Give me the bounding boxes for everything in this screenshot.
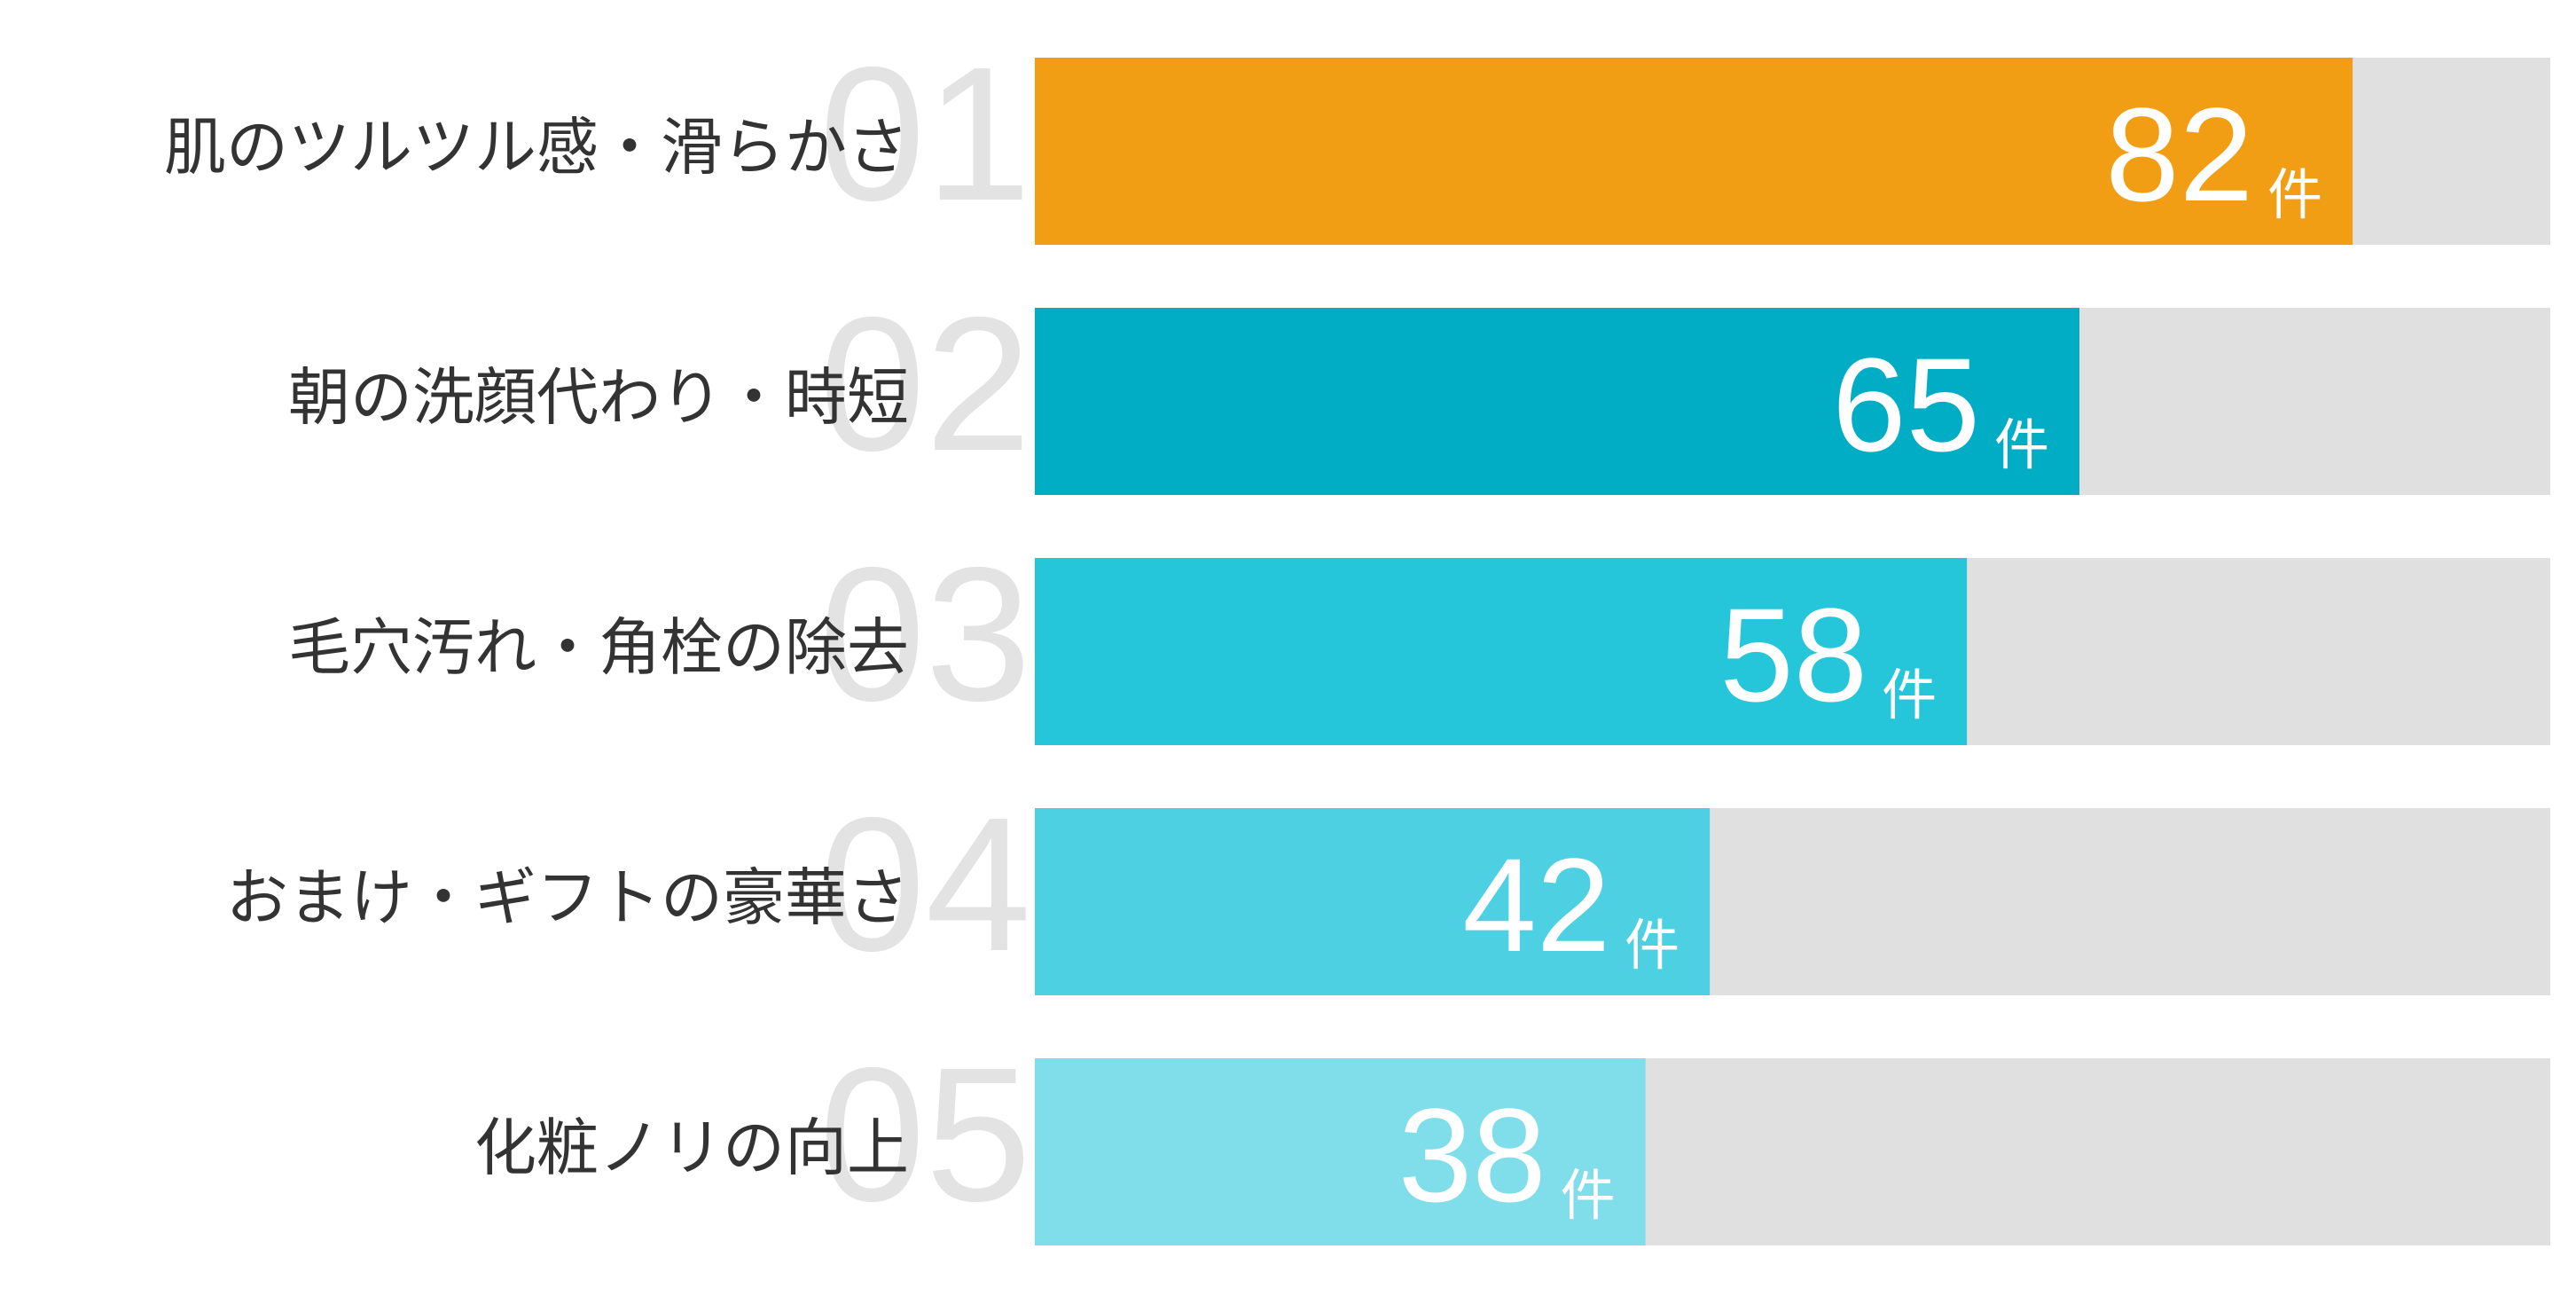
bar	[1035, 808, 1711, 995]
value-unit: 件	[1882, 663, 1937, 727]
value-unit: 件	[1561, 1163, 1616, 1228]
rank-number: 03	[819, 527, 1031, 741]
value-label: 38	[1398, 1080, 1546, 1229]
rank-number: 02	[819, 277, 1031, 491]
bar	[1035, 1058, 1646, 1245]
category-label: 朝の洗顔代わり・時短	[288, 361, 909, 434]
value-label: 42	[1462, 830, 1610, 979]
bar	[1035, 58, 2353, 245]
rank-number: 05	[819, 1027, 1031, 1241]
value-unit: 件	[2267, 162, 2322, 227]
bar	[1035, 558, 1968, 745]
value-label: 82	[2105, 80, 2253, 229]
value-unit: 件	[1625, 913, 1679, 978]
category-label: 毛穴汚れ・角栓の除去	[288, 611, 909, 684]
category-label: 肌のツルツル感・滑らかさ	[164, 111, 909, 184]
rank-number: 01	[819, 27, 1031, 240]
rank-number: 04	[819, 777, 1031, 991]
value-label: 58	[1719, 580, 1867, 729]
category-label: 化粧ノリの向上	[474, 1112, 909, 1184]
value-label: 65	[1832, 330, 1980, 479]
value-unit: 件	[1994, 412, 2049, 477]
category-label: おまけ・ギフトの豪華さ	[226, 861, 909, 934]
bar	[1035, 308, 2079, 495]
